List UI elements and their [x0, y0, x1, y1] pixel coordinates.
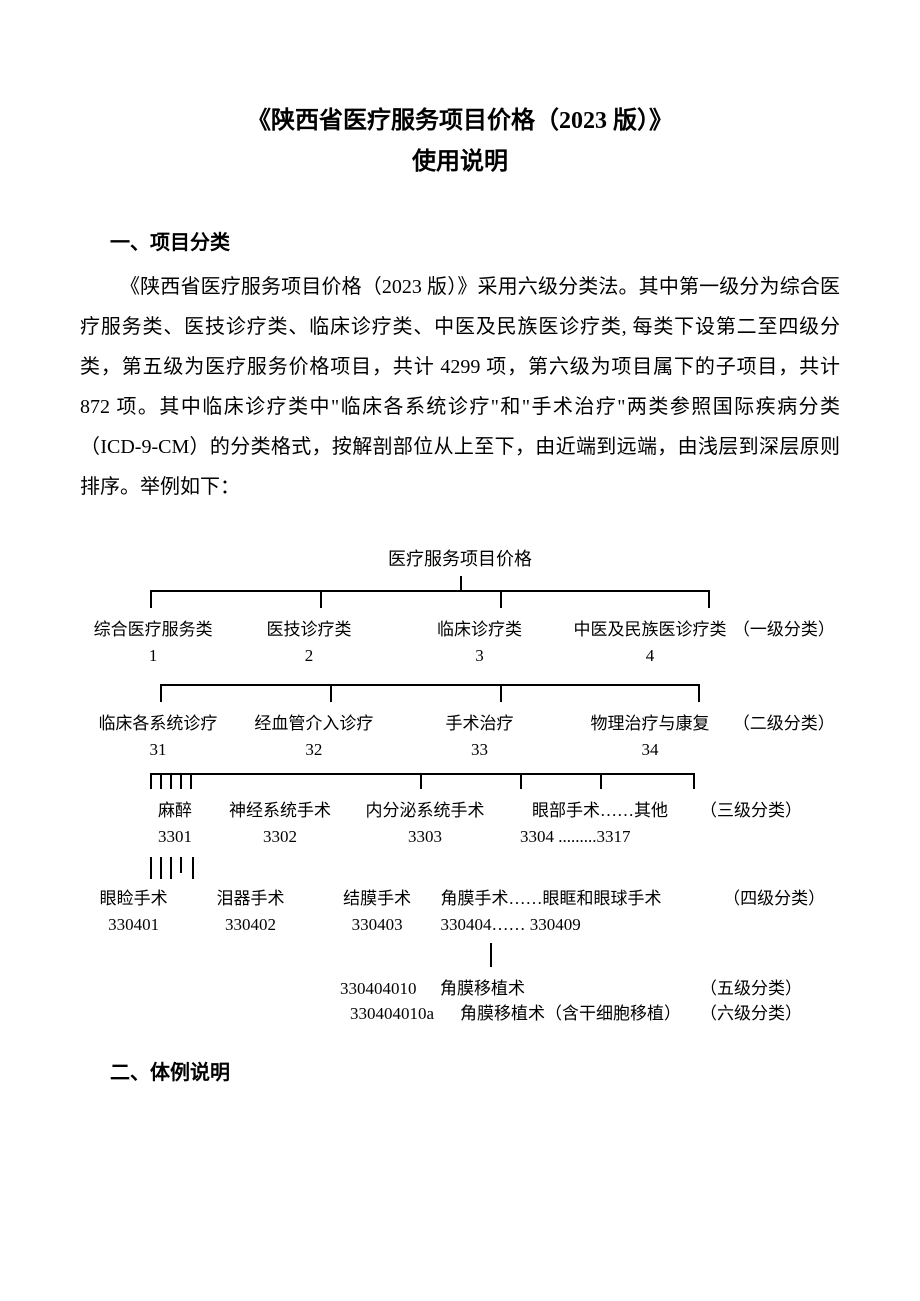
diagram-level3-codes: 3301 3302 3303 3304 .........3317: [140, 825, 840, 849]
section-2-heading: 二、体例说明: [110, 1056, 840, 1085]
diagram-level2-connectors: [80, 670, 840, 710]
level2-item: 手术治疗: [392, 712, 567, 736]
level2-code: 33: [392, 738, 567, 762]
level3-item: 眼部手术……其他: [500, 799, 700, 823]
diagram-level3-connectors: [80, 763, 840, 797]
level1-item: 中医及民族医诊疗类: [567, 618, 733, 642]
level6-code: 330404010a: [350, 1002, 460, 1026]
level1-item: 临床诊疗类: [392, 618, 567, 642]
diagram-level4-items: 眼睑手术 泪器手术 结膜手术 角膜手术……眼眶和眼球手术 （四级分类）: [80, 887, 840, 911]
diagram-level5-connector: [80, 939, 840, 969]
level1-code: 3: [392, 644, 567, 668]
level3-item: 内分泌系统手术: [350, 799, 500, 823]
level3-code: 3304 .........3317: [500, 825, 740, 849]
level4-item: 眼睑手术: [80, 887, 187, 911]
level3-label: （三级分类）: [700, 799, 820, 823]
level5-label: （五级分类）: [700, 977, 802, 1001]
level1-code: 2: [226, 644, 392, 668]
diagram-level1-codes: 1 2 3 4: [80, 644, 840, 668]
document-subtitle: 使用说明: [80, 141, 840, 176]
level2-code: 31: [80, 738, 236, 762]
level5-code: 330404010: [340, 977, 440, 1001]
level4-code: 330403: [314, 913, 441, 937]
level1-code: 4: [567, 644, 733, 668]
level3-code: 3303: [350, 825, 500, 849]
level4-item: 泪器手术: [187, 887, 314, 911]
level2-code: 32: [236, 738, 392, 762]
level4-item: 角膜手术……眼眶和眼球手术: [441, 887, 724, 911]
document-title: 《陕西省医疗服务项目价格（2023 版）》: [80, 100, 840, 135]
diagram-level2-items: 临床各系统诊疗 经血管介入诊疗 手术治疗 物理治疗与康复 （二级分类）: [80, 712, 840, 736]
level1-label: （一级分类）: [733, 618, 840, 642]
section-1-heading: 一、项目分类: [110, 226, 840, 255]
level1-item: 医技诊疗类: [226, 618, 392, 642]
level6-name: 角膜移植术（含干细胞移植）: [460, 1002, 700, 1026]
diagram-root-label: 医疗服务项目价格: [80, 547, 840, 572]
level2-item: 物理治疗与康复: [567, 712, 733, 736]
level4-item: 结膜手术: [314, 887, 441, 911]
level2-label: （二级分类）: [733, 712, 840, 736]
diagram-level1-items: 综合医疗服务类 医技诊疗类 临床诊疗类 中医及民族医诊疗类 （一级分类）: [80, 618, 840, 642]
diagram-level4-connectors: [80, 851, 840, 885]
level2-item: 临床各系统诊疗: [80, 712, 236, 736]
diagram-level5: 330404010 角膜移植术 （五级分类）: [340, 977, 840, 1001]
level3-code: 3302: [210, 825, 350, 849]
level3-item: 麻醉: [140, 799, 210, 823]
level1-code: 1: [80, 644, 226, 668]
diagram-level6: 330404010a 角膜移植术（含干细胞移植） （六级分类）: [350, 1002, 840, 1026]
level5-name: 角膜移植术: [440, 977, 700, 1001]
level1-item: 综合医疗服务类: [80, 618, 226, 642]
level4-code: 330402: [187, 913, 314, 937]
classification-diagram: 医疗服务项目价格 综合医疗服务类 医技诊疗类 临床诊疗类 中医及民族医诊疗类 （…: [80, 547, 840, 1026]
diagram-level3-items: 麻醉 神经系统手术 内分泌系统手术 眼部手术……其他 （三级分类）: [140, 799, 840, 823]
level4-label: （四级分类）: [723, 887, 840, 911]
section-1-body: 《陕西省医疗服务项目价格（2023 版）》采用六级分类法。其中第一级分为综合医疗…: [80, 267, 840, 507]
level4-code: 330401: [80, 913, 187, 937]
level2-code: 34: [567, 738, 733, 762]
diagram-level4-codes: 330401 330402 330403 330404…… 330409: [80, 913, 840, 937]
level3-item: 神经系统手术: [210, 799, 350, 823]
level2-item: 经血管介入诊疗: [236, 712, 392, 736]
level6-label: （六级分类）: [700, 1002, 802, 1026]
level4-code: 330404…… 330409: [441, 913, 724, 937]
diagram-level1-connectors: [80, 576, 840, 616]
diagram-level2-codes: 31 32 33 34: [80, 738, 840, 762]
level3-code: 3301: [140, 825, 210, 849]
